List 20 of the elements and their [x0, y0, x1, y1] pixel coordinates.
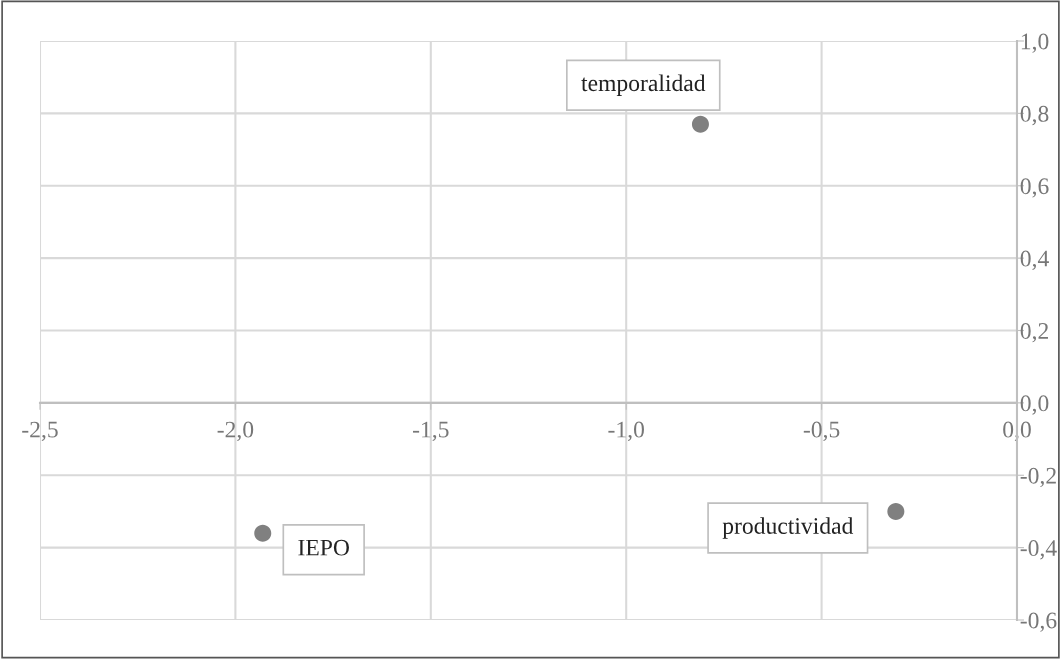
y-tick-label: 0,2	[1020, 322, 1048, 343]
y-tick-label: 0,4	[1020, 250, 1049, 270]
y-tick-label: -0,6	[1020, 612, 1057, 632]
y-tick-label: 0,6	[1020, 178, 1049, 198]
x-tick-label: -2,5	[22, 421, 58, 441]
x-tick-label: -2,0	[217, 421, 254, 441]
annotation: IEPO	[298, 539, 349, 556]
point	[254, 524, 272, 542]
x-tick-label: -1,5	[412, 421, 449, 441]
annotation: temporalidad	[581, 74, 706, 96]
y-tick-label: 0,8	[1020, 105, 1049, 126]
annotation: productividad	[722, 517, 854, 539]
x-tick-label: -0,5	[803, 421, 840, 441]
point	[887, 502, 905, 520]
y-tick-label: -0,2	[1020, 467, 1056, 488]
y-tick-label: 0,0	[1020, 395, 1049, 415]
y-tick-label: 1,0	[1021, 33, 1049, 53]
x-tick-label: -1,0	[608, 421, 644, 441]
point	[691, 115, 709, 133]
y-tick-label: -0,4	[1020, 540, 1057, 560]
